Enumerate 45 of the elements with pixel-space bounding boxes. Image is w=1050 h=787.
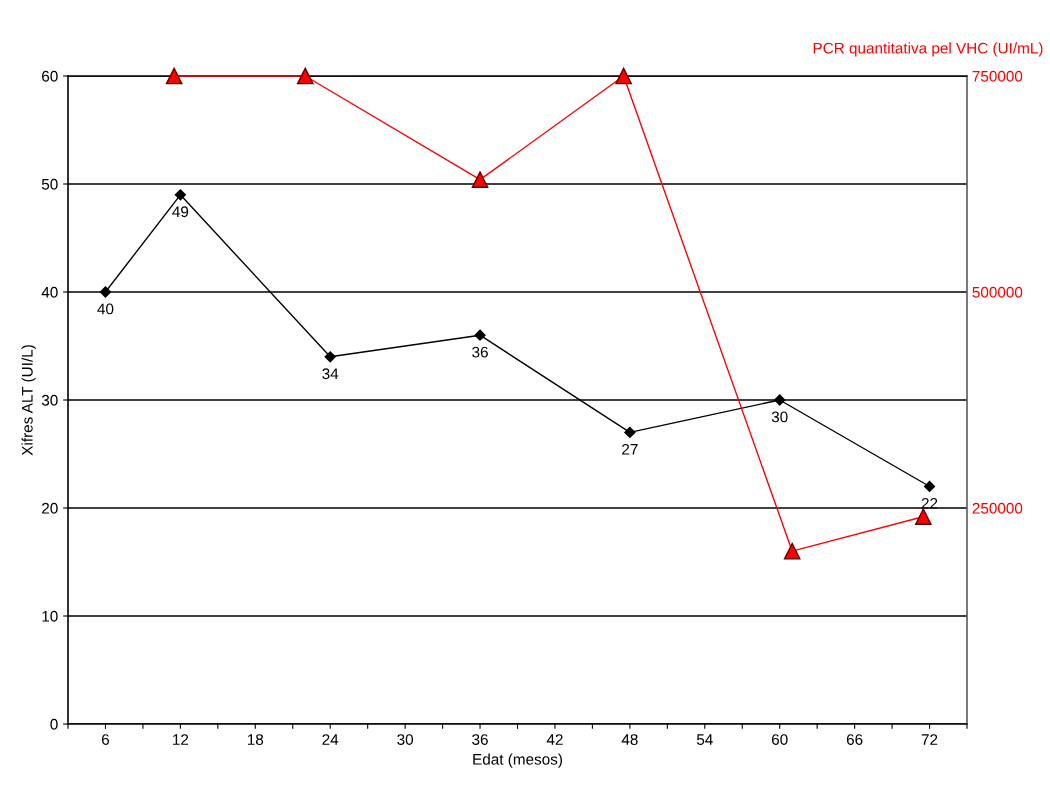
x-tick-label: 48 (621, 734, 638, 745)
data-label: 36 (472, 346, 488, 358)
y-tick-label: 40 (41, 286, 58, 298)
y2-tick-label: 250000 (972, 502, 1023, 514)
point (165, 67, 183, 85)
y-axis-title: Xifres ALT (UI/L) (21, 345, 36, 456)
x-tick-label: 66 (846, 734, 863, 745)
point (615, 67, 632, 85)
y2-axis-title: PCR quantitativa pel VHC (UI/mL) (813, 42, 1043, 57)
data-label: 22 (921, 497, 938, 509)
x-tick-label: 30 (397, 734, 414, 745)
point (324, 351, 336, 363)
point (296, 67, 314, 85)
point (174, 189, 186, 201)
point (914, 508, 932, 525)
y-tick-label: 50 (41, 178, 58, 190)
data-label: 49 (172, 206, 189, 218)
x-tick-label: 72 (921, 734, 938, 745)
y2-tick-label: 500000 (972, 286, 1023, 298)
x-tick-label: 42 (546, 734, 563, 745)
x-axis-title: Edat (mesos) (473, 753, 562, 768)
x-tick-label: 6 (101, 734, 110, 745)
data-label: 27 (622, 443, 638, 455)
y-tick-label: 20 (42, 502, 58, 514)
y-tick-label: 60 (42, 70, 58, 82)
x-tick-label: 54 (696, 734, 713, 745)
point (923, 480, 936, 493)
y-tick-label: 10 (42, 610, 58, 622)
point (774, 394, 786, 406)
data-label: 40 (97, 303, 114, 315)
point (471, 171, 489, 189)
point (474, 329, 486, 341)
point (99, 286, 112, 298)
y-tick-label: 30 (41, 394, 58, 406)
x-tick-label: 24 (322, 734, 339, 745)
x-tick-label: 36 (472, 734, 488, 745)
y-tick-label: 0 (50, 718, 58, 730)
x-tick-label: 18 (247, 734, 264, 745)
x-tick-label: 60 (771, 734, 788, 745)
x-tick-label: 12 (173, 734, 189, 745)
point (624, 426, 636, 439)
data-label: 30 (771, 411, 788, 423)
data-label: 34 (322, 368, 339, 380)
point (783, 542, 801, 560)
y2-tick-label: 750000 (972, 70, 1023, 82)
